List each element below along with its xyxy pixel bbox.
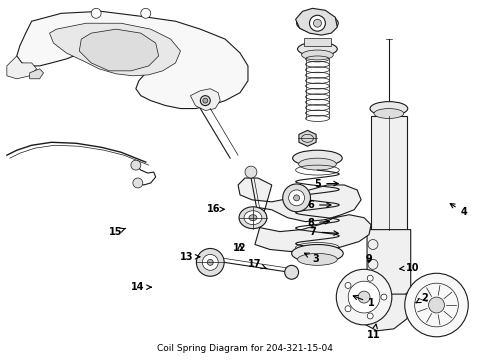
- Ellipse shape: [370, 102, 408, 116]
- Circle shape: [336, 269, 392, 325]
- Ellipse shape: [292, 244, 343, 262]
- Text: 13: 13: [180, 252, 200, 262]
- Circle shape: [203, 98, 208, 103]
- Text: 9: 9: [366, 253, 372, 264]
- Polygon shape: [367, 230, 411, 299]
- Text: 14: 14: [131, 282, 151, 292]
- Circle shape: [345, 306, 351, 312]
- Text: 10: 10: [400, 262, 419, 273]
- Polygon shape: [299, 130, 316, 146]
- Circle shape: [405, 273, 468, 337]
- Text: 8: 8: [307, 218, 329, 228]
- Polygon shape: [79, 29, 159, 71]
- Circle shape: [131, 160, 141, 170]
- Text: 16: 16: [207, 204, 224, 214]
- Circle shape: [348, 281, 380, 313]
- Circle shape: [381, 294, 387, 300]
- Text: 15: 15: [109, 227, 126, 237]
- Text: 4: 4: [450, 203, 467, 217]
- Text: 12: 12: [233, 243, 247, 253]
- Circle shape: [367, 275, 373, 281]
- Polygon shape: [7, 56, 37, 79]
- Bar: [303, 38, 331, 46]
- Ellipse shape: [296, 14, 338, 32]
- Text: 6: 6: [307, 200, 331, 210]
- Circle shape: [285, 265, 298, 279]
- Ellipse shape: [297, 42, 337, 56]
- Circle shape: [345, 283, 351, 288]
- Text: 11: 11: [367, 324, 381, 341]
- Ellipse shape: [239, 207, 267, 229]
- Ellipse shape: [249, 215, 257, 221]
- Text: 5: 5: [315, 179, 338, 189]
- Circle shape: [196, 248, 224, 276]
- Ellipse shape: [303, 17, 331, 29]
- Polygon shape: [359, 294, 411, 331]
- Polygon shape: [191, 89, 220, 111]
- Text: 3: 3: [304, 253, 319, 264]
- Circle shape: [253, 209, 265, 221]
- Circle shape: [91, 8, 101, 18]
- Polygon shape: [295, 8, 337, 35]
- FancyBboxPatch shape: [371, 116, 407, 230]
- Circle shape: [200, 96, 210, 105]
- Circle shape: [245, 166, 257, 178]
- Ellipse shape: [297, 253, 337, 265]
- Ellipse shape: [298, 158, 336, 170]
- Polygon shape: [30, 69, 44, 79]
- Text: 17: 17: [248, 259, 267, 269]
- Circle shape: [207, 260, 213, 265]
- Ellipse shape: [244, 211, 262, 225]
- Ellipse shape: [293, 150, 342, 166]
- Circle shape: [133, 178, 143, 188]
- Text: Coil Spring Diagram for 204-321-15-04: Coil Spring Diagram for 204-321-15-04: [157, 344, 333, 353]
- Circle shape: [294, 195, 299, 201]
- Circle shape: [310, 15, 325, 31]
- Circle shape: [202, 255, 218, 270]
- Circle shape: [289, 190, 305, 206]
- Ellipse shape: [374, 109, 404, 118]
- Text: 1: 1: [353, 296, 375, 308]
- Circle shape: [283, 184, 311, 212]
- Ellipse shape: [301, 50, 333, 60]
- Circle shape: [358, 291, 370, 303]
- Text: 2: 2: [416, 293, 428, 303]
- Circle shape: [141, 8, 151, 18]
- Circle shape: [367, 313, 373, 319]
- Polygon shape: [49, 23, 180, 76]
- Circle shape: [314, 19, 321, 27]
- Polygon shape: [238, 178, 371, 251]
- Text: 7: 7: [310, 227, 338, 237]
- Polygon shape: [17, 11, 248, 109]
- Circle shape: [429, 297, 444, 313]
